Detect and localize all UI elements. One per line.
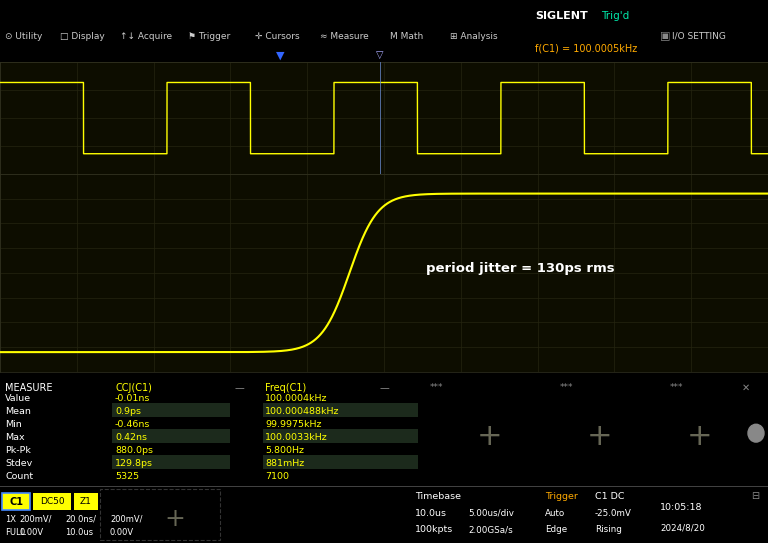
Text: ≈ Measure: ≈ Measure [320, 31, 369, 41]
Text: 99.9975kHz: 99.9975kHz [265, 420, 322, 429]
Text: 0.00V: 0.00V [110, 528, 134, 536]
Text: +: + [164, 507, 185, 531]
Text: 7100: 7100 [265, 472, 289, 481]
Text: 200mV/: 200mV/ [110, 515, 143, 523]
Text: -0.01ns: -0.01ns [115, 394, 151, 403]
Text: Min: Min [5, 420, 22, 429]
Text: 0.00V: 0.00V [19, 528, 43, 536]
Text: Value: Value [5, 394, 31, 403]
Text: DC50: DC50 [40, 497, 65, 506]
Text: 100.0004kHz: 100.0004kHz [265, 394, 327, 403]
Text: M Math: M Math [390, 31, 423, 41]
Bar [33, 494, 71, 510]
Text: Edge: Edge [545, 526, 567, 534]
Text: Pk-Pk: Pk-Pk [5, 446, 31, 455]
Bar [74, 494, 98, 510]
Bar [263, 429, 418, 443]
Text: Z1: Z1 [80, 497, 92, 506]
Text: CCJ(C1): CCJ(C1) [115, 383, 152, 393]
Text: Max: Max [5, 433, 25, 442]
Bar [2, 494, 30, 510]
Text: C1 DC: C1 DC [595, 492, 624, 501]
Text: period jitter = 130ps rms: period jitter = 130ps rms [426, 262, 615, 275]
Text: 100.000488kHz: 100.000488kHz [265, 407, 339, 416]
Text: 2.00GSa/s: 2.00GSa/s [468, 526, 513, 534]
Text: 881mHz: 881mHz [265, 459, 304, 468]
Text: 5.00us/div: 5.00us/div [468, 509, 514, 517]
Text: ↑↓ Acquire: ↑↓ Acquire [120, 31, 172, 41]
Text: MEASURE: MEASURE [5, 383, 52, 393]
Text: 10.0us: 10.0us [415, 509, 447, 517]
Text: 5325: 5325 [115, 472, 139, 481]
Text: —: — [380, 383, 389, 393]
Text: 129.8ps: 129.8ps [115, 459, 153, 468]
Text: □ Display: □ Display [60, 31, 104, 41]
Text: Stdev: Stdev [5, 459, 32, 468]
Text: ✕: ✕ [742, 383, 750, 393]
Text: 1X: 1X [5, 515, 16, 523]
Text: 100kpts: 100kpts [415, 526, 453, 534]
Text: +: + [687, 422, 713, 451]
Text: 100.0033kHz: 100.0033kHz [265, 433, 328, 442]
Text: 20.0ns/: 20.0ns/ [65, 515, 96, 523]
Text: ✛ Cursors: ✛ Cursors [255, 31, 300, 41]
Bar [100, 489, 220, 540]
Text: +: + [477, 422, 503, 451]
Text: FULL: FULL [5, 528, 25, 536]
Bar [263, 403, 418, 417]
Text: Freq(C1): Freq(C1) [265, 383, 306, 393]
Text: ▣: ▣ [660, 31, 670, 41]
Circle shape [748, 424, 764, 442]
Text: ***: *** [670, 383, 684, 392]
Bar [112, 454, 230, 469]
Text: ***: *** [430, 383, 443, 392]
Text: Rising: Rising [595, 526, 622, 534]
Text: ▼: ▼ [276, 50, 285, 60]
Text: Timebase: Timebase [415, 492, 461, 501]
Text: 2024/8/20: 2024/8/20 [660, 523, 705, 533]
Text: Mean: Mean [5, 407, 31, 416]
Text: 0.42ns: 0.42ns [115, 433, 147, 442]
Text: ⊞ Analysis: ⊞ Analysis [450, 31, 498, 41]
Text: ⊙ Utility: ⊙ Utility [5, 31, 42, 41]
Bar [112, 429, 230, 443]
Text: ⊟: ⊟ [751, 491, 759, 501]
Text: Count: Count [5, 472, 33, 481]
Bar [263, 454, 418, 469]
Text: 880.0ps: 880.0ps [115, 446, 153, 455]
Text: ***: *** [560, 383, 574, 392]
Text: 5.800Hz: 5.800Hz [265, 446, 304, 455]
Text: Trigger: Trigger [545, 492, 578, 501]
Text: Trig'd: Trig'd [601, 11, 629, 21]
Text: 10:05:18: 10:05:18 [660, 503, 703, 512]
Text: 10.0us: 10.0us [65, 528, 93, 536]
Text: -0.46ns: -0.46ns [115, 420, 151, 429]
Bar [112, 403, 230, 417]
Text: SIGLENT: SIGLENT [535, 11, 588, 21]
Text: f(C1) = 100.0005kHz: f(C1) = 100.0005kHz [535, 43, 637, 54]
Text: ⚑ Trigger: ⚑ Trigger [188, 31, 230, 41]
Text: -25.0mV: -25.0mV [595, 509, 632, 517]
Text: C1: C1 [9, 497, 23, 507]
Text: ▽: ▽ [376, 50, 384, 60]
Text: 200mV/: 200mV/ [19, 515, 51, 523]
Text: Auto: Auto [545, 509, 565, 517]
Text: 0.9ps: 0.9ps [115, 407, 141, 416]
Text: +: + [588, 422, 613, 451]
Text: —: — [235, 383, 245, 393]
Text: I/O SETTING: I/O SETTING [672, 31, 726, 41]
